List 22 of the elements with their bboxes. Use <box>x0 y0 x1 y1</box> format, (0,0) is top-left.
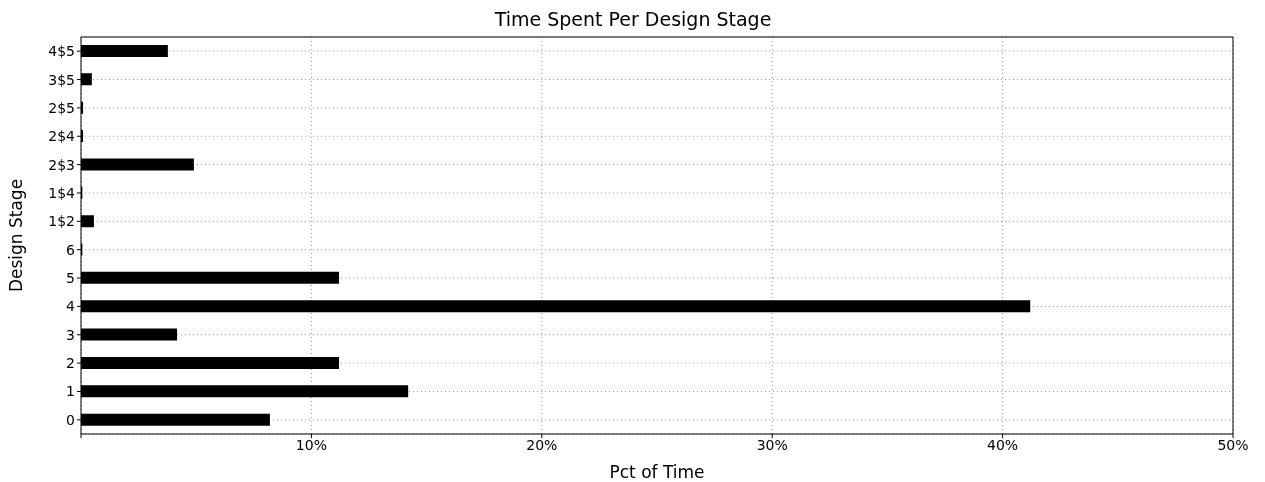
x-tick-label: 30% <box>756 436 788 453</box>
y-tick-label: 2$4 <box>48 128 76 145</box>
y-tick-label: 4$5 <box>48 43 75 60</box>
y-tick-label: 2 <box>66 355 75 372</box>
y-tick-label: 1$2 <box>48 213 75 230</box>
x-tick-label: 50% <box>1217 436 1249 453</box>
y-tick-label: 1 <box>66 383 75 400</box>
y-tick-label: 1$4 <box>48 184 76 201</box>
y-tick-label: 5 <box>66 270 75 287</box>
x-axis-title: Pct of Time <box>609 462 705 482</box>
x-tick-label: 20% <box>526 436 558 453</box>
y-tick-label: 3 <box>66 326 75 343</box>
y-tick-label: 3$5 <box>48 71 75 88</box>
x-tick-label: 40% <box>987 436 1019 453</box>
chart-title: Time Spent Per Design Stage <box>493 8 773 32</box>
y-tick-label: 2$5 <box>48 99 75 116</box>
y-tick-label: 4 <box>66 298 76 315</box>
y-axis-title: Design Stage <box>6 178 27 293</box>
y-tick-label: 2$3 <box>48 156 75 173</box>
x-tick-label: 10% <box>295 436 327 453</box>
y-tick-label: 0 <box>66 411 75 428</box>
y-tick-label: 6 <box>66 241 76 258</box>
